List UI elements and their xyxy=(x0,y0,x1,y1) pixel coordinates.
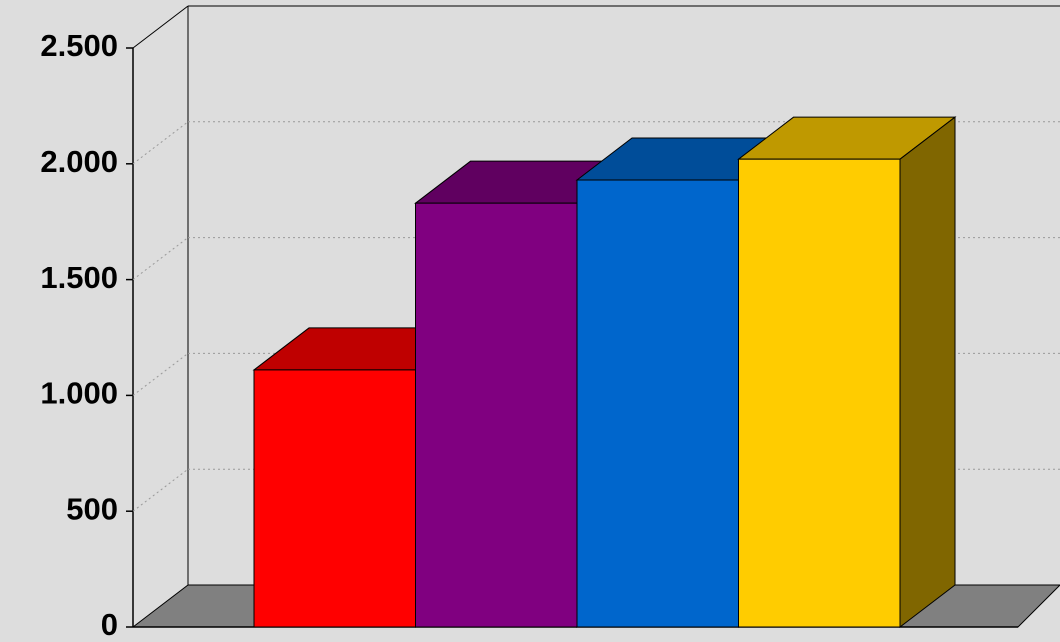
y-tick-label: 1.500 xyxy=(40,260,118,295)
y-tick-label: 500 xyxy=(66,491,118,526)
y-tick-label: 2.500 xyxy=(40,28,118,63)
bar xyxy=(738,158,901,628)
y-tick-label: 1.000 xyxy=(40,376,118,411)
bar xyxy=(576,179,739,628)
grid-line xyxy=(132,121,189,165)
bar-side xyxy=(899,116,956,629)
grid-line xyxy=(132,353,189,396)
grid-line xyxy=(132,237,189,280)
y-tick-label: 2.000 xyxy=(40,144,118,179)
side-edge xyxy=(132,5,189,49)
grid-line xyxy=(132,468,189,512)
bar xyxy=(253,369,416,628)
bar xyxy=(415,202,578,628)
y-tick-label: 0 xyxy=(101,607,118,642)
